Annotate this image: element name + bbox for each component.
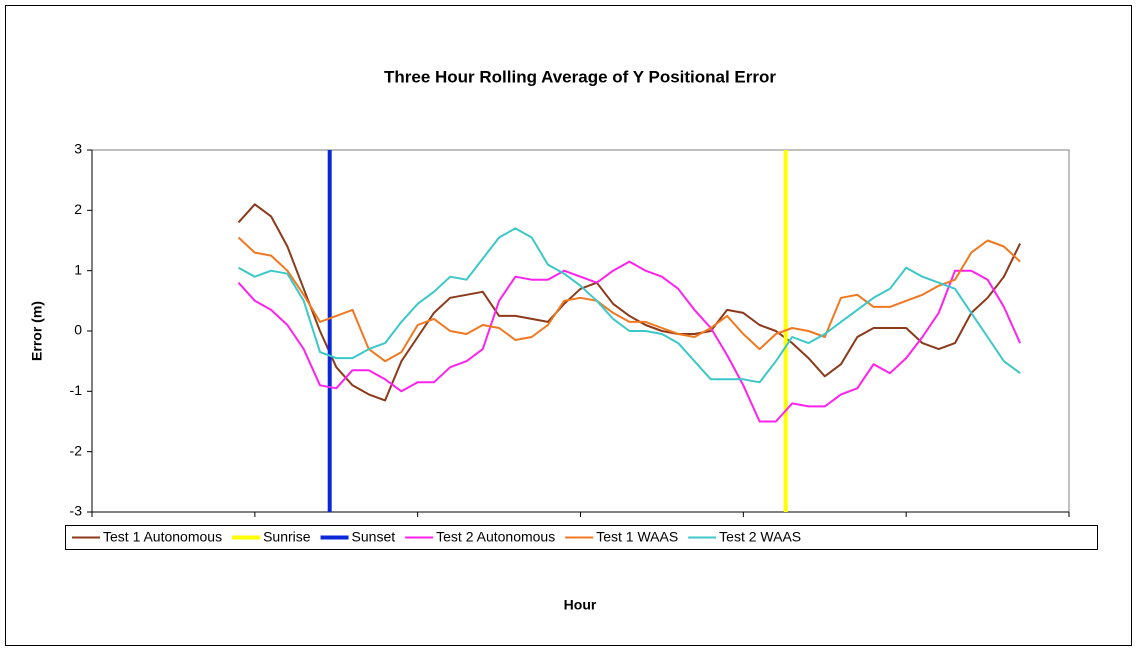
x-axis-label: Hour	[564, 597, 597, 613]
y-tick-label: -3	[70, 503, 83, 519]
legend-label: Test 2 WAAS	[719, 529, 801, 545]
legend-label: Sunrise	[263, 529, 311, 545]
y-tick-label: 1	[74, 261, 82, 277]
legend-label: Test 1 WAAS	[596, 529, 678, 545]
y-tick-label: 0	[74, 322, 82, 338]
legend-label: Test 1 Autonomous	[103, 529, 222, 545]
plot-area	[91, 149, 1070, 513]
y-tick-label: 3	[74, 141, 82, 157]
y-tick-label: 2	[74, 201, 82, 217]
y-axis-label: Error (m)	[29, 301, 45, 361]
chart-title: Three Hour Rolling Average of Y Position…	[384, 67, 776, 86]
series-line	[237, 203, 1021, 402]
series-line	[238, 227, 1021, 384]
y-tick-label: -1	[70, 382, 83, 398]
y-tick-label: -2	[70, 442, 83, 458]
series-line	[237, 260, 1022, 423]
legend-label: Sunset	[352, 529, 396, 545]
legend-label: Test 2 Autonomous	[436, 529, 555, 545]
